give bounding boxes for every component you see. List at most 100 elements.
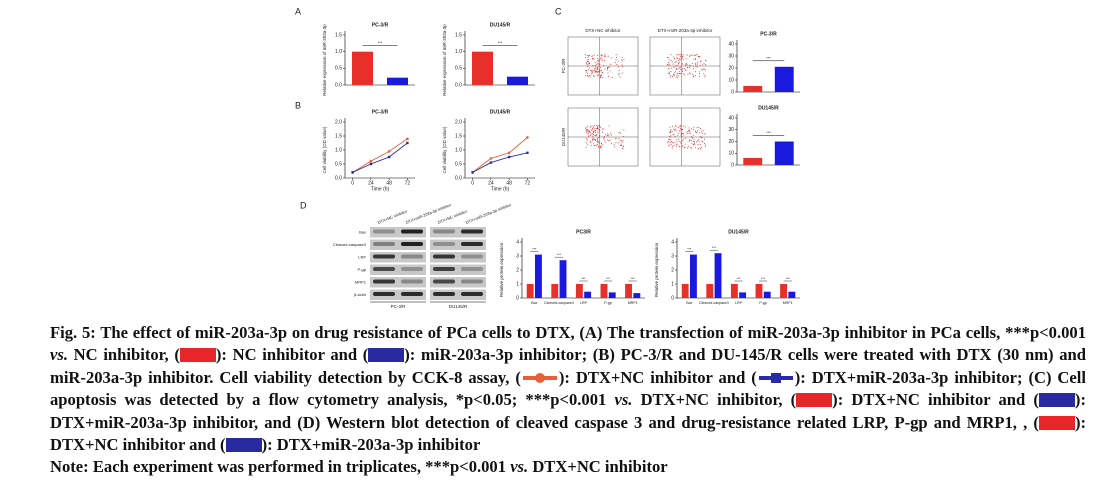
- flow-dot: [671, 61, 673, 63]
- flow-dot: [677, 143, 679, 145]
- y-tick-label: 1.5: [455, 133, 462, 139]
- flow-dot: [671, 147, 673, 149]
- flow-dot: [698, 75, 700, 77]
- flow-dot: [586, 72, 588, 74]
- flow-dot: [585, 56, 587, 58]
- line: [472, 152, 528, 173]
- flow-dot: [620, 145, 622, 147]
- flow-dot: [596, 138, 598, 140]
- flow-dot: [682, 59, 684, 61]
- flow-dot: [703, 73, 705, 75]
- flow-dot: [599, 126, 601, 128]
- flow-dot: [621, 72, 623, 74]
- flow-dot: [701, 131, 703, 133]
- annotation: ***: [786, 277, 791, 281]
- flow-dot: [594, 145, 596, 147]
- flow-dot: [692, 54, 694, 56]
- annotation: ***: [532, 248, 537, 252]
- bar: [743, 86, 763, 92]
- flow-dot: [600, 58, 602, 60]
- blot-strip: [430, 277, 486, 288]
- flow-dot: [667, 73, 669, 75]
- note-part: DTX+NC inhibitor: [532, 457, 668, 477]
- flow-dot: [671, 125, 673, 127]
- flow-dot: [695, 131, 697, 133]
- x-tick-label: Cleaved-caspase3: [699, 301, 729, 305]
- flow-dot: [676, 76, 678, 78]
- flow-dot: [602, 138, 604, 140]
- flow-dot: [596, 143, 598, 145]
- blue-line-swatch: [758, 372, 793, 383]
- flow-dot: [679, 56, 681, 58]
- bar: [755, 284, 763, 298]
- flow-dot: [691, 62, 693, 64]
- flow-dot: [595, 125, 597, 127]
- flow-dot: [681, 57, 683, 59]
- caption-part: ): NC inhibitor and (: [215, 345, 369, 365]
- flow-dot: [586, 54, 588, 56]
- flow-dot: [588, 58, 590, 60]
- flow-dot: [682, 63, 684, 65]
- flow-dot: [669, 64, 671, 66]
- flow-dot: [685, 63, 687, 65]
- flow-dot: [677, 133, 679, 135]
- flow-dot: [595, 139, 597, 141]
- flow-dot: [586, 75, 588, 77]
- flow-dot: [586, 139, 588, 141]
- note-part: Note: Each experiment was performed in t…: [50, 457, 507, 477]
- bar: [352, 51, 373, 85]
- flow-dot: [592, 135, 594, 137]
- blot-band: [373, 279, 395, 284]
- flow-dot: [598, 63, 600, 65]
- flow-dot: [695, 141, 697, 143]
- flow-dot: [703, 142, 705, 144]
- flow-dot: [591, 71, 593, 73]
- y-tick-label: 0.5: [455, 66, 462, 72]
- flow-dot: [700, 61, 702, 63]
- flow-dot: [680, 143, 682, 145]
- flow-dot: [674, 70, 676, 72]
- flow-dot: [597, 57, 599, 59]
- flow-dot: [672, 145, 674, 147]
- flow-dot: [704, 76, 706, 78]
- flow-dot: [618, 70, 620, 72]
- line: [472, 137, 528, 173]
- y-tick-label: 1.0: [335, 147, 342, 153]
- flow-dot: [668, 62, 670, 64]
- flow-dot: [606, 135, 608, 137]
- flow-dot: [702, 141, 704, 143]
- flow-dot: [585, 62, 587, 64]
- y-tick-label: 1: [516, 281, 519, 287]
- flow-dot: [696, 126, 698, 128]
- flow-dot: [615, 59, 617, 61]
- flow-dot: [592, 125, 594, 127]
- flow-dot: [678, 65, 680, 67]
- flow-dot: [685, 58, 687, 60]
- red-swatch: [1038, 415, 1075, 430]
- flow-dot: [684, 147, 686, 149]
- flow-dot: [622, 146, 624, 148]
- flow-dot: [674, 58, 676, 60]
- blot-band: [433, 267, 455, 271]
- flow-dot: [678, 54, 680, 56]
- caption-part: ): DTX+miR-203a-3p inhibitor; (C) Cell a…: [50, 367, 1086, 410]
- flow-dot: [669, 136, 671, 138]
- flow-dot: [668, 144, 670, 146]
- flow-dot: [693, 75, 695, 77]
- flow-dot: [677, 75, 679, 77]
- flow-dot: [617, 74, 619, 76]
- y-tick-label: 3: [671, 253, 674, 259]
- flow-dot: [607, 139, 609, 141]
- flow-dot: [669, 76, 671, 78]
- flow-dot: [681, 63, 683, 65]
- flow-dot: [681, 135, 683, 137]
- bar: [706, 284, 714, 298]
- blot-band: [373, 292, 395, 296]
- flow-dot: [694, 62, 696, 64]
- flow-dot: [589, 140, 591, 142]
- flow-dot: [612, 76, 614, 78]
- flow-dot: [699, 128, 701, 130]
- blot-band: [401, 279, 423, 284]
- flow-dot: [691, 136, 693, 138]
- flow-dot: [600, 146, 602, 148]
